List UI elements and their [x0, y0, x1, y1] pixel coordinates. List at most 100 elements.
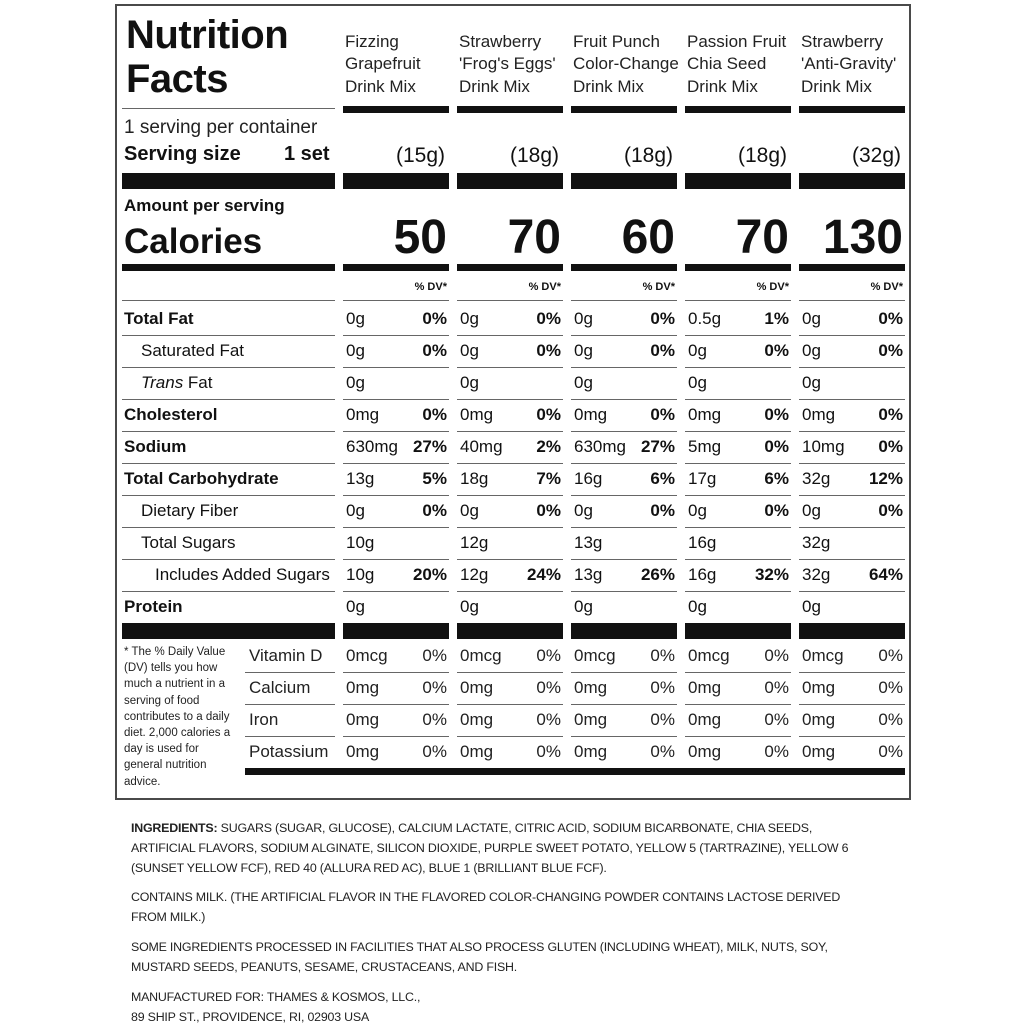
nutrient-amount: 0mg — [346, 405, 380, 424]
product-name-line3: Drink Mix — [459, 77, 530, 96]
nutrient-amount: 16g — [688, 565, 717, 584]
nutrient-amount: 16g — [688, 533, 717, 552]
nutrient-dv: 0% — [422, 341, 447, 360]
nutrient-amount: 0mg — [688, 405, 722, 424]
row-rule — [343, 527, 449, 528]
nutrient-amount: 0g — [688, 341, 707, 360]
row-rule — [457, 559, 563, 560]
vit-rule — [685, 672, 791, 673]
serving-bar — [457, 173, 563, 189]
protein-bar — [457, 623, 563, 639]
calories-value: 130 — [822, 211, 903, 264]
nutrient-dv: 0% — [422, 405, 447, 424]
facilities-text: SOME INGREDIENTS PROCESSED IN FACILITIES… — [131, 940, 828, 974]
row-rule — [343, 431, 449, 432]
nutrient-amount: 0g — [460, 341, 479, 360]
nutrient-label: Saturated Fat — [141, 341, 244, 361]
vit-rule — [799, 672, 905, 673]
row-rule — [571, 431, 677, 432]
left-dv-rule — [122, 300, 335, 301]
nutrient-dv: 32% — [754, 565, 789, 584]
nutrient-amount: 0g — [688, 501, 707, 520]
nutrient-dv: 0% — [650, 309, 675, 328]
nutrient-amount: 0.5g — [688, 309, 722, 328]
row-rule — [799, 335, 905, 336]
vitamin-amount: 0mcg — [346, 646, 388, 665]
vit-rule — [685, 704, 791, 705]
product-name-line1: Fruit Punch — [573, 32, 660, 51]
nutrition-facts-panel — [115, 4, 911, 800]
vitamin-dv: 0% — [422, 742, 447, 761]
nutrient-amount: 0g — [346, 341, 365, 360]
product-name-line2: Color-Change — [573, 54, 679, 73]
nutrient-name: Fat — [183, 373, 213, 392]
vitamin-dv: 0% — [878, 742, 903, 761]
serving-grams: (32g) — [851, 144, 901, 167]
nutrient-label: Sodium — [124, 437, 186, 457]
row-rule — [799, 559, 905, 560]
nutrient-dv: 0% — [878, 437, 903, 456]
vitamin-dv: 0% — [764, 646, 789, 665]
nutrient-dv: 0% — [536, 309, 561, 328]
protein-bar — [343, 623, 449, 639]
ingredients-label: INGREDIENTS: — [131, 821, 218, 835]
vitamin-dv: 0% — [422, 678, 447, 697]
vitamin-dv: 0% — [422, 710, 447, 729]
vit-rule — [571, 672, 677, 673]
nutrient-dv: 0% — [422, 501, 447, 520]
row-rule — [571, 527, 677, 528]
serving-grams: (18g) — [737, 144, 787, 167]
serving-grams: (18g) — [623, 144, 673, 167]
row-rule — [685, 527, 791, 528]
manufacturer-line1: MANUFACTURED FOR: THAMES & KOSMOS, LLC., — [131, 990, 421, 1004]
row-rule — [343, 591, 449, 592]
vitamin-amount: 0mg — [802, 678, 836, 697]
row-rule — [799, 431, 905, 432]
product-name-line3: Drink Mix — [801, 77, 872, 96]
vitamin-amount: 0mcg — [688, 646, 730, 665]
product-header-bar — [457, 106, 563, 113]
product-name-line1: Strawberry — [801, 32, 884, 51]
vitamin-dv: 0% — [536, 742, 561, 761]
nutrient-label: Total Sugars — [141, 533, 236, 553]
nutrient-dv: 0% — [878, 309, 903, 328]
serving-grams: (15g) — [395, 144, 445, 167]
nutrient-amount: 0g — [574, 373, 593, 392]
dv-rule — [685, 300, 791, 301]
nutrient-amount: 0g — [346, 309, 365, 328]
calories-bar — [799, 264, 905, 271]
amount-per-serving: Amount per serving — [124, 196, 285, 215]
row-rule — [685, 591, 791, 592]
vitamin-dv: 0% — [650, 742, 675, 761]
daily-value-footnote: * The % Daily Value (DV) tells you how m… — [124, 646, 231, 788]
row-rule — [457, 591, 563, 592]
row-rule — [571, 367, 677, 368]
vitamin-label: Iron — [249, 710, 279, 729]
protein-bar — [685, 623, 791, 639]
vitamin-dv: 0% — [422, 646, 447, 665]
serving-size-label: Serving size — [124, 143, 241, 165]
row-rule — [799, 463, 905, 464]
nutrient-label: Includes Added Sugars — [155, 565, 330, 585]
dv-rule — [571, 300, 677, 301]
serving-bar — [685, 173, 791, 189]
vitamin-amount: 0mg — [574, 678, 608, 697]
nutrient-amount: 0g — [460, 373, 479, 392]
vit-rule — [457, 672, 563, 673]
nutrient-amount: 0g — [688, 373, 707, 392]
vitamin-amount: 0mg — [460, 742, 494, 761]
row-rule — [799, 591, 905, 592]
nutrient-amount: 32g — [802, 469, 831, 488]
nutrient-amount: 0g — [574, 341, 593, 360]
nutrient-dv: 0% — [536, 405, 561, 424]
dv-header: % DV* — [756, 281, 789, 293]
vitamin-dv: 0% — [764, 678, 789, 697]
nutrient-amount: 32g — [802, 565, 831, 584]
servings-per-container: 1 serving per container — [124, 117, 318, 138]
row-rule — [457, 399, 563, 400]
nutrient-dv: 6% — [764, 469, 789, 488]
nutrient-amount: 10g — [346, 565, 375, 584]
nutrient-amount: 0g — [574, 501, 593, 520]
nutrient-amount: 12g — [460, 565, 489, 584]
vitamin-amount: 0mg — [688, 678, 722, 697]
